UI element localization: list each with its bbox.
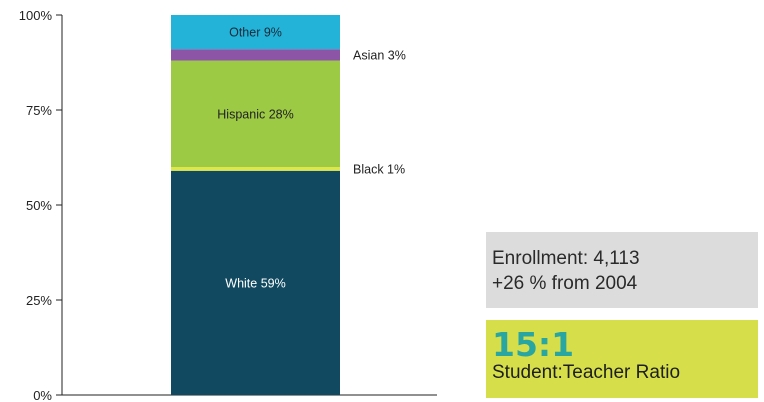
ratio-value: 15:1 [492,325,575,364]
y-tick-label: 50% [26,198,52,213]
segment-label-hispanic: Hispanic 28% [217,107,293,121]
bar-segment-asian [171,49,340,61]
bar-segment-black [171,167,340,171]
stacked-bar [171,15,340,395]
segment-label-other: Other 9% [229,26,282,40]
ratio-label: Student:Teacher Ratio [492,362,681,383]
enrollment-growth: +26 % from 2004 [492,273,638,294]
bar-segment-white [171,170,340,395]
segment-label-black: Black 1% [353,162,405,176]
segment-label-asian: Asian 3% [353,48,406,62]
y-tick-label: 0% [33,388,52,402]
segment-labels: White 59% Black 1% Hispanic 28% Asian 3% Oth… [217,26,406,291]
enrollment-info-box: Enrollment: 4,113 +26 % from 2004 [486,232,758,308]
student-teacher-ratio-box: 15:1 Student:Teacher Ratio [486,320,758,398]
y-tick-label: 75% [26,103,52,118]
enrollment-count: Enrollment: 4,113 [492,248,640,269]
bar-segment-hispanic [171,60,340,167]
chart-axes: 0% 25% 50% 75% 100% [19,8,437,402]
y-tick-label: 100% [19,8,53,23]
bar-segment-other [171,15,340,50]
y-tick-label: 25% [26,293,52,308]
segment-label-white: White 59% [225,276,285,290]
